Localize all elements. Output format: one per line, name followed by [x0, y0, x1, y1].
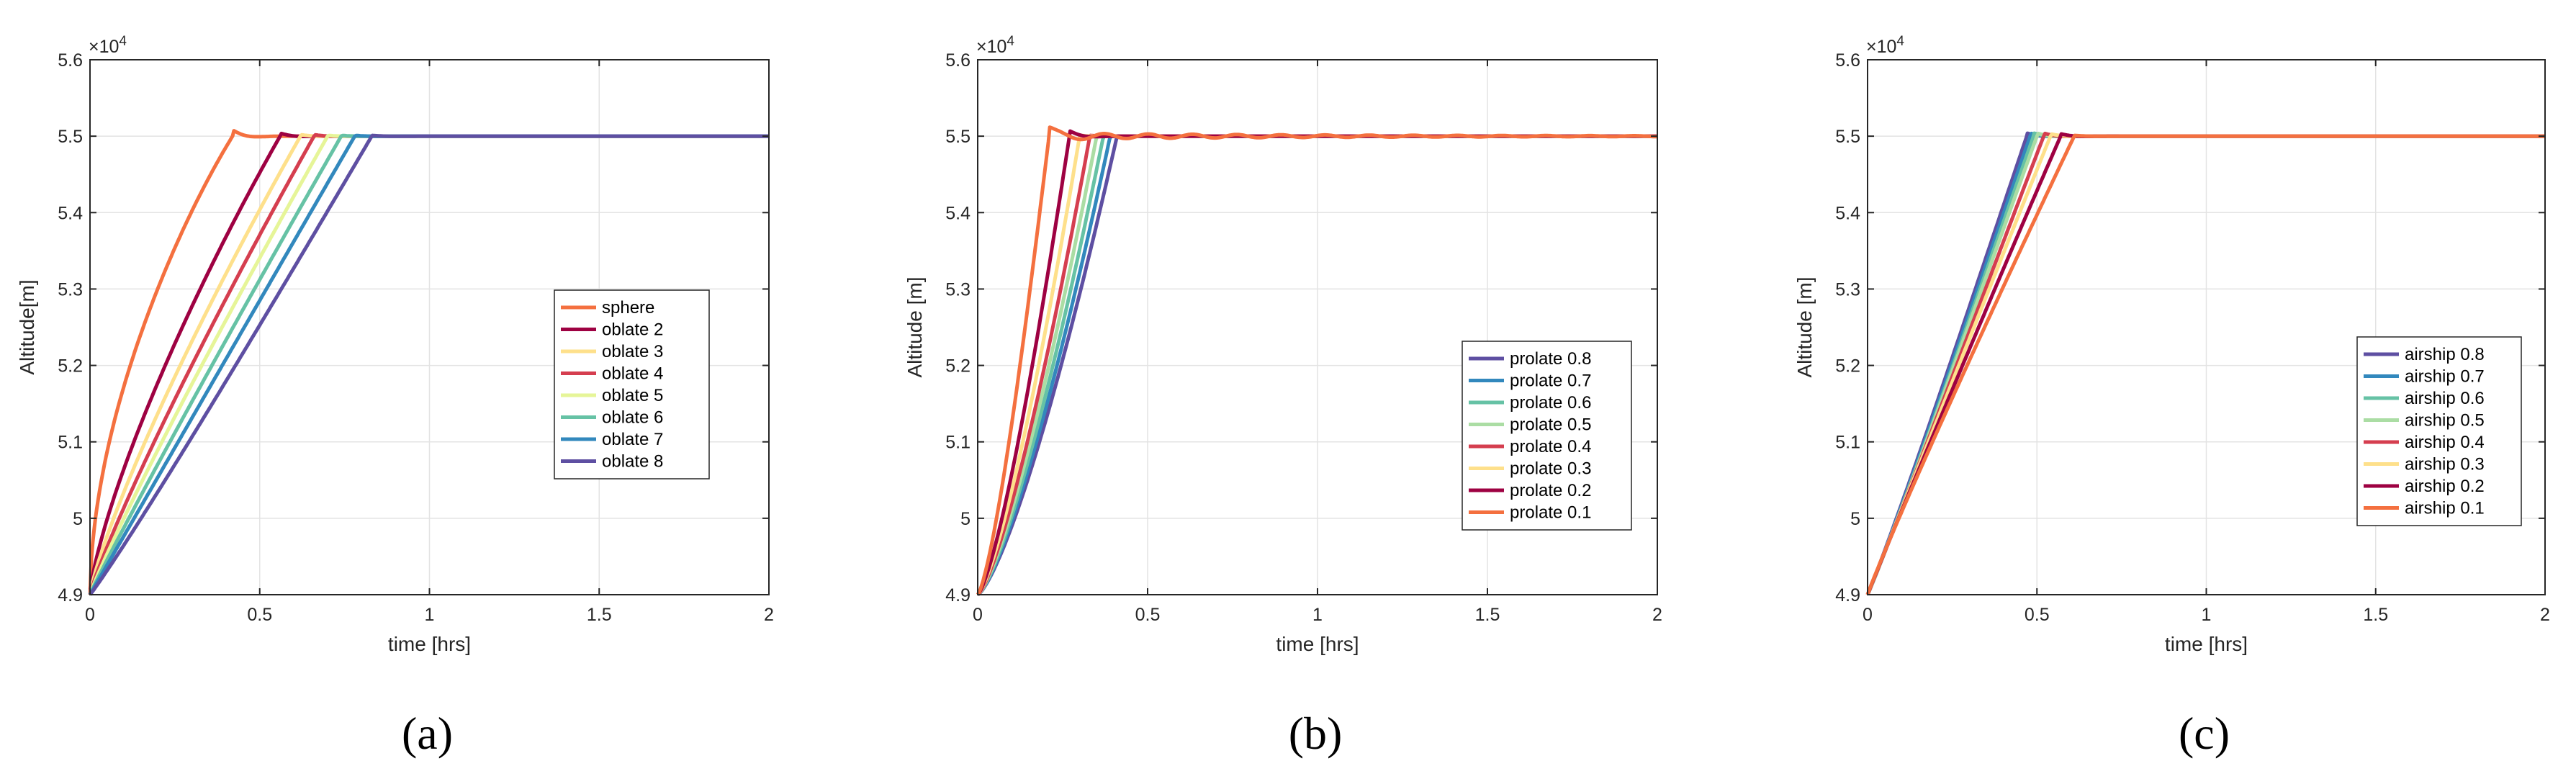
legend-entry: sphere — [602, 298, 654, 318]
y-tick-label: 5 — [960, 509, 970, 529]
legend-entry: airship 0.5 — [2405, 411, 2485, 431]
exponent-label: ×104 — [976, 34, 1014, 57]
series-line-oblate-8 — [89, 133, 770, 596]
x-axis-label: time [hrs] — [1276, 633, 1359, 655]
y-tick-label: 5.4 — [58, 203, 83, 223]
x-tick-label: 0 — [973, 605, 983, 625]
series-group — [976, 125, 1658, 597]
series-line-prolate-0.1 — [976, 125, 1658, 596]
exponent-base: ×10 — [89, 37, 119, 57]
legend-box — [2356, 336, 2522, 526]
x-tick-label: 0.5 — [247, 605, 272, 625]
legend-entry: airship 0.3 — [2405, 455, 2485, 474]
y-tick-label: 5.3 — [945, 279, 970, 300]
legend-box — [1462, 341, 1632, 531]
legend: airship 0.8 airship 0.7 airship 0.6 airship… — [2356, 336, 2522, 526]
exponent-label: ×104 — [1866, 34, 1904, 57]
y-tick-label: 4.9 — [1835, 585, 1860, 605]
y-tick-label: 5.6 — [945, 50, 970, 71]
chart-panel-b: 0 0.5 1 1.5 2 4.9 5 5.1 5.2 5.3 5.4 5.5 5.6 ×104 time … — [904, 34, 1662, 759]
legend-entry: prolate 0.5 — [1510, 415, 1591, 435]
x-tick-label: 0 — [1863, 605, 1873, 625]
exponent-base: ×10 — [976, 37, 1006, 57]
legend-entry: oblate 5 — [602, 386, 663, 405]
panel-label: (a) — [402, 708, 453, 759]
legend-entry: airship 0.4 — [2405, 433, 2485, 452]
y-tick-label: 5.6 — [58, 50, 83, 71]
x-axis-label: time [hrs] — [2165, 633, 2248, 655]
y-tick-label: 5.6 — [1835, 50, 1860, 71]
legend-entry: oblate 3 — [602, 342, 663, 361]
legend-entry: prolate 0.3 — [1510, 459, 1591, 479]
x-tick-label: 0.5 — [2025, 605, 2050, 625]
panel-label: (c) — [2179, 708, 2230, 759]
legend-entry: airship 0.7 — [2405, 367, 2485, 387]
y-tick-label: 5.2 — [1835, 356, 1860, 377]
y-tick-label: 4.9 — [58, 585, 83, 605]
y-tick-label: 5.1 — [945, 433, 970, 453]
x-axis-label: time [hrs] — [388, 633, 471, 655]
series-group — [1865, 131, 2546, 596]
legend-entry: oblate 7 — [602, 430, 663, 449]
legend-entry: airship 0.1 — [2405, 499, 2485, 518]
legend-entry: airship 0.2 — [2405, 477, 2485, 496]
x-tick-label: 1 — [425, 605, 435, 625]
chart-panel-a: 0 0.5 1 1.5 2 4.9 5 5.1 5.2 5.3 5.4 5.5 5.6 ×104 time … — [16, 34, 774, 759]
exponent-base: ×10 — [1866, 37, 1896, 57]
y-tick-label: 5.5 — [1835, 127, 1860, 147]
y-axis-label: Altitude [m] — [904, 276, 926, 377]
legend-box — [554, 289, 710, 479]
legend-entry: airship 0.8 — [2405, 345, 2485, 364]
exponent-power: 4 — [1896, 34, 1904, 49]
y-tick-label: 5 — [1850, 509, 1860, 529]
chart-panel-c: 0 0.5 1 1.5 2 4.9 5 5.1 5.2 5.3 5.4 5.5 5.6 ×104 time … — [1793, 34, 2550, 759]
legend-entry: prolate 0.6 — [1510, 393, 1591, 413]
y-tick-label: 5.5 — [58, 127, 83, 147]
y-tick-label: 5.4 — [945, 203, 970, 223]
x-tick-label: 1.5 — [2363, 605, 2388, 625]
exponent-power: 4 — [119, 34, 127, 49]
legend-entry: prolate 0.7 — [1510, 372, 1591, 391]
x-tick-label: 2 — [764, 605, 774, 625]
panel-label: (b) — [1289, 708, 1343, 759]
y-tick-label: 5.2 — [945, 356, 970, 377]
x-tick-label: 0.5 — [1135, 605, 1161, 625]
legend-entry: oblate 8 — [602, 452, 663, 472]
legend-entry: prolate 0.8 — [1510, 349, 1591, 369]
y-tick-label: 5.1 — [58, 433, 83, 453]
series-group — [88, 129, 770, 596]
y-tick-label: 5.5 — [945, 127, 970, 147]
exponent-label: ×104 — [89, 34, 127, 57]
legend-entry: oblate 2 — [602, 320, 663, 340]
legend-entry: prolate 0.1 — [1510, 503, 1591, 523]
legend-entry: prolate 0.2 — [1510, 481, 1591, 500]
legend-entry: oblate 6 — [602, 408, 663, 428]
y-tick-label: 5.3 — [58, 279, 83, 300]
series-line-airship-0.1 — [1865, 133, 2546, 595]
y-axis-label: Altitude[m] — [16, 279, 38, 374]
y-axis-label: Altitude [m] — [1793, 276, 1816, 377]
y-tick-label: 5.3 — [1835, 279, 1860, 300]
y-tick-label: 5.4 — [1835, 203, 1860, 223]
x-tick-label: 0 — [85, 605, 95, 625]
y-tick-label: 5 — [73, 509, 83, 529]
x-tick-label: 1 — [2202, 605, 2212, 625]
legend-entry: prolate 0.4 — [1510, 437, 1591, 456]
exponent-power: 4 — [1006, 34, 1014, 49]
y-tick-label: 4.9 — [945, 585, 970, 605]
x-tick-label: 1.5 — [587, 605, 612, 625]
x-tick-label: 1 — [1312, 605, 1323, 625]
y-tick-label: 5.1 — [1835, 433, 1860, 453]
x-tick-label: 1.5 — [1475, 605, 1500, 625]
x-tick-label: 2 — [1652, 605, 1662, 625]
legend-entry: airship 0.6 — [2405, 389, 2485, 408]
y-tick-label: 5.2 — [58, 356, 83, 377]
x-tick-label: 2 — [2540, 605, 2550, 625]
legend-entry: oblate 4 — [602, 364, 663, 384]
